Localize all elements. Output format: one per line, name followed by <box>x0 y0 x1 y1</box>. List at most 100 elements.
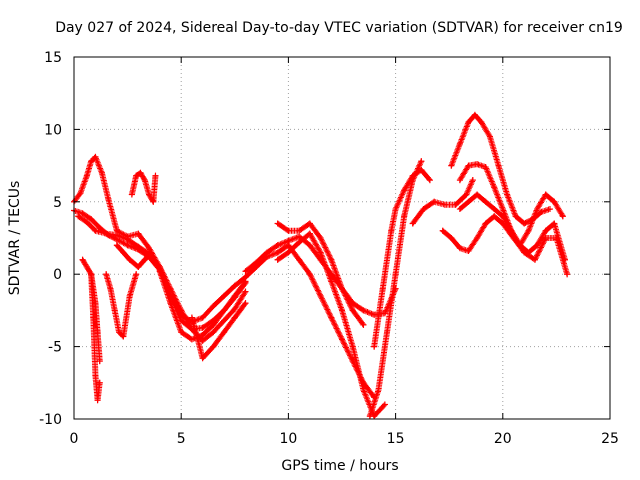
series-track-j <box>113 242 155 270</box>
y-tick-label: -5 <box>48 340 62 356</box>
series-track-g <box>88 271 103 365</box>
data-point <box>133 172 140 179</box>
series-track-a <box>71 153 249 325</box>
data-point <box>388 227 395 234</box>
data-point <box>306 271 313 278</box>
data-point <box>482 198 489 205</box>
data-point <box>559 213 566 220</box>
data-point <box>375 387 382 394</box>
data-point <box>210 303 217 310</box>
data-point <box>538 208 545 215</box>
series-track-d <box>156 268 249 343</box>
data-point <box>242 300 249 307</box>
data-point <box>542 191 549 198</box>
data-point <box>317 249 324 256</box>
data-point <box>360 387 367 394</box>
data-point <box>79 256 86 263</box>
data-point <box>113 232 120 239</box>
data-point <box>306 230 313 237</box>
data-marker-trace <box>71 153 249 325</box>
data-point <box>534 206 541 213</box>
data-point <box>92 300 99 307</box>
data-point <box>482 220 489 227</box>
data-point <box>474 191 481 198</box>
x-tick-label: 5 <box>177 431 186 447</box>
data-point <box>469 177 476 184</box>
data-point <box>521 220 528 227</box>
data-point <box>146 191 153 198</box>
y-tick-label: 10 <box>44 122 62 138</box>
series-track-c <box>75 213 249 344</box>
data-point <box>452 201 459 208</box>
data-point <box>542 227 549 234</box>
data-point <box>366 413 373 420</box>
data-point <box>491 184 498 191</box>
data-point <box>120 333 127 340</box>
data-point <box>499 220 506 227</box>
data-point <box>178 307 185 314</box>
data-point <box>242 288 249 295</box>
data-point <box>296 227 303 234</box>
data-point <box>465 162 472 169</box>
data-point <box>199 314 206 321</box>
data-point <box>96 379 103 386</box>
data-point <box>103 230 110 237</box>
data-point <box>152 172 159 179</box>
data-point <box>103 271 110 278</box>
data-point <box>83 172 90 179</box>
data-point <box>199 355 206 362</box>
data-marker-trace <box>371 166 433 350</box>
series-track-o <box>371 166 433 350</box>
data-point <box>221 317 228 324</box>
data-point <box>83 219 90 226</box>
data-point <box>401 213 408 220</box>
data-point <box>126 256 133 263</box>
data-point <box>328 314 335 321</box>
data-point <box>465 198 472 205</box>
data-point <box>242 274 249 281</box>
data-point <box>150 198 157 205</box>
data-point <box>231 292 238 299</box>
data-point <box>409 220 416 227</box>
data-point <box>525 227 532 234</box>
data-point <box>339 336 345 343</box>
data-point <box>221 292 228 299</box>
data-point <box>465 119 472 126</box>
series-track-n <box>274 220 367 328</box>
data-point <box>448 162 455 169</box>
y-tick-labels: -10 -5 0 5 10 15 <box>39 50 62 428</box>
data-marker-trace <box>242 233 399 318</box>
data-point <box>285 249 292 256</box>
data-point <box>92 227 99 234</box>
series-track-l <box>242 242 378 401</box>
x-tick-label: 25 <box>601 431 619 447</box>
data-point <box>274 256 281 263</box>
data-point <box>263 253 270 260</box>
data-point <box>178 329 185 336</box>
data-point <box>456 206 463 213</box>
y-tick-label: -10 <box>39 412 62 428</box>
data-point <box>296 256 303 263</box>
data-point <box>510 235 517 241</box>
y-tick-label: 5 <box>53 195 62 211</box>
data-marker-trace <box>242 242 378 401</box>
data-point <box>474 235 481 241</box>
data-point <box>96 358 103 365</box>
data-point <box>349 307 356 314</box>
data-point <box>542 235 549 241</box>
data-point <box>199 337 206 344</box>
x-axis-title: GPS time / hours <box>281 458 398 474</box>
data-point <box>478 119 485 126</box>
data-point <box>306 220 313 227</box>
data-point <box>392 206 399 213</box>
data-point <box>474 161 481 168</box>
data-point <box>137 169 144 176</box>
series-track-e <box>188 300 249 362</box>
data-point <box>317 292 324 299</box>
data-point <box>339 307 345 314</box>
series-track-h <box>103 271 140 340</box>
data-point <box>551 220 558 227</box>
data-point <box>482 164 489 171</box>
data-point <box>439 227 446 234</box>
series-track-u <box>439 213 571 278</box>
